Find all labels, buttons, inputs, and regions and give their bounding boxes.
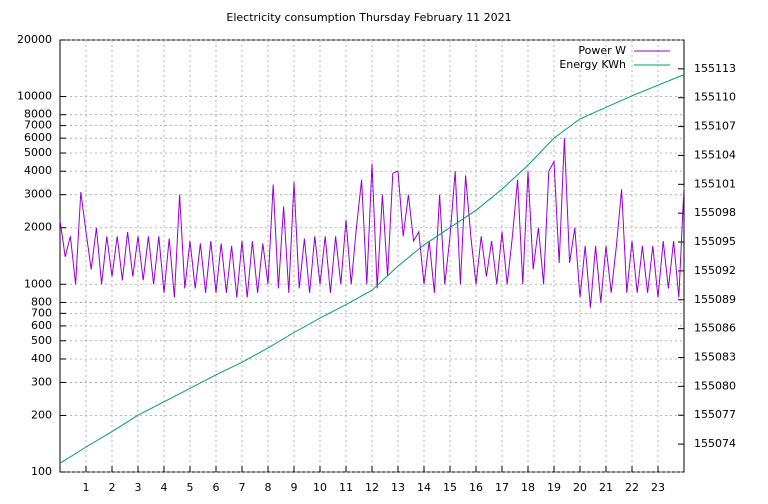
y-tick-label: 2000 — [24, 221, 52, 234]
y2-tick-label: 155107 — [694, 120, 736, 133]
y2-tick-label: 155101 — [694, 177, 736, 190]
x-tick-label: 20 — [573, 481, 587, 494]
x-tick-label: 15 — [443, 481, 457, 494]
y2-tick-label: 155110 — [694, 91, 736, 104]
y-tick-label: 100 — [31, 465, 52, 478]
y2-tick-label: 155113 — [694, 62, 736, 75]
x-tick-label: 14 — [417, 481, 431, 494]
y-tick-label: 1000 — [24, 277, 52, 290]
y2-tick-label: 155086 — [694, 322, 736, 335]
y-tick-label: 400 — [31, 352, 52, 365]
x-tick-label: 4 — [161, 481, 168, 494]
y2-tick-label: 155077 — [694, 408, 736, 421]
x-tick-label: 17 — [495, 481, 509, 494]
x-tick-label: 22 — [625, 481, 639, 494]
y2-tick-label: 155098 — [694, 206, 736, 219]
x-tick-label: 18 — [521, 481, 535, 494]
y-tick-label: 20000 — [17, 33, 52, 46]
y-tick-label: 3000 — [24, 188, 52, 201]
series-line — [59, 74, 685, 464]
x-tick-label: 7 — [239, 481, 246, 494]
y2-tick-label: 155080 — [694, 379, 736, 392]
x-tick-label: 9 — [291, 481, 298, 494]
y-tick-label: 4000 — [24, 164, 52, 177]
y-tick-label: 700 — [31, 306, 52, 319]
y-tick-label: 800 — [31, 295, 52, 308]
x-tick-label: 16 — [469, 481, 483, 494]
x-tick-label: 23 — [651, 481, 665, 494]
y-tick-label: 500 — [31, 334, 52, 347]
x-tick-label: 21 — [599, 481, 613, 494]
y-tick-label: 300 — [31, 375, 52, 388]
y-tick-label: 200 — [31, 408, 52, 421]
x-tick-label: 1 — [83, 481, 90, 494]
y2-tick-label: 155092 — [694, 264, 736, 277]
x-tick-label: 8 — [265, 481, 272, 494]
x-tick-label: 5 — [187, 481, 194, 494]
y-tick-label: 5000 — [24, 146, 52, 159]
y2-tick-label: 155104 — [694, 148, 736, 161]
y2-tick-label: 155074 — [694, 437, 736, 450]
y-tick-label: 600 — [31, 319, 52, 332]
y-tick-label: 10000 — [17, 90, 52, 103]
x-tick-label: 11 — [339, 481, 353, 494]
y-tick-label: 7000 — [24, 119, 52, 132]
x-tick-label: 10 — [313, 481, 327, 494]
x-tick-label: 3 — [135, 481, 142, 494]
x-tick-label: 2 — [109, 481, 116, 494]
chart-title: Electricity consumption Thursday Februar… — [226, 11, 511, 24]
y2-tick-label: 155083 — [694, 351, 736, 364]
x-tick-label: 13 — [391, 481, 405, 494]
y2-tick-label: 155095 — [694, 235, 736, 248]
legend-label: Power W — [578, 44, 626, 57]
legend-label: Energy KWh — [559, 58, 626, 71]
y-tick-label: 6000 — [24, 131, 52, 144]
x-tick-label: 12 — [365, 481, 379, 494]
y2-tick-label: 155089 — [694, 293, 736, 306]
series-line — [59, 138, 685, 308]
x-tick-label: 6 — [213, 481, 220, 494]
x-tick-label: 19 — [547, 481, 561, 494]
y-tick-label: 8000 — [24, 108, 52, 121]
